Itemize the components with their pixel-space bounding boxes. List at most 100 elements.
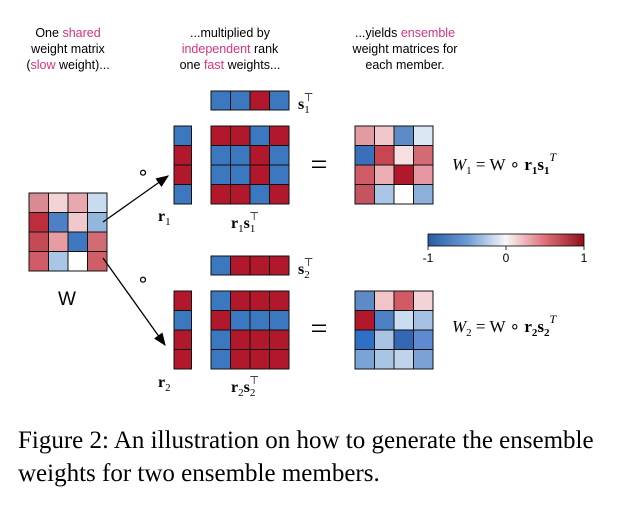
matrix-r2s2-cell (249, 310, 270, 331)
matrix-w1-cell (413, 145, 434, 166)
matrix-w-cell (67, 192, 88, 213)
matrix-w1-cell (413, 164, 434, 185)
matrix-r1s1-cell (230, 164, 251, 185)
matrix-w2-cell (354, 310, 375, 331)
matrix-w2-cell (354, 349, 375, 370)
header-line: (slow weight)... (8, 57, 128, 73)
header-line: ...yields ensemble (340, 25, 470, 41)
matrix-w-cell (67, 251, 88, 272)
matrix-r1s1-cell (210, 184, 231, 205)
matrix-r2s2-cell (210, 329, 231, 350)
header-column-2: ...multiplied by independent rank one fast… (160, 25, 300, 73)
colorbar-tick-label-mid: 0 (503, 251, 510, 265)
matrix-r2s2-cell (210, 290, 231, 311)
matrix-w-cell (28, 212, 49, 233)
vector-s1 (210, 90, 290, 111)
header-text: one (179, 58, 204, 72)
figure-diagram: W ∘ ∘ = = r1 r2 s1⊤ s2⊤ r1s1⊤ r2s2⊤ W1 =… (28, 90, 588, 399)
vector-r1-cell (173, 125, 192, 146)
matrix-r2s2-cell (269, 329, 290, 350)
matrix-w1-cell (354, 125, 375, 146)
header-line: ...multiplied by (160, 25, 300, 41)
matrix-w-cell (67, 231, 88, 252)
matrix-r1s1-cell (249, 184, 270, 205)
header-line: weight matrix (8, 41, 128, 57)
matrix-r2s2-cell (230, 310, 251, 331)
matrix-w-cell (48, 192, 69, 213)
vector-r1-cell (173, 184, 192, 205)
matrix-w1-cell (374, 164, 395, 185)
vector-s1-cell (210, 90, 231, 111)
r2-label: r2 (158, 374, 171, 394)
equation-w1: W1 = W ∘ r1s1T (452, 150, 558, 177)
vector-r2-cell (173, 310, 192, 331)
r2s2-label: r2s2⊤ (231, 375, 259, 399)
matrix-r2s2-cell (230, 349, 251, 370)
header-line: One shared (8, 25, 128, 41)
matrix-r2s2-cell (249, 349, 270, 370)
matrix-w1-cell (354, 184, 375, 205)
matrix-w1-cell (374, 184, 395, 205)
matrix-r2s2-cell (269, 349, 290, 370)
colorbar-gradient (427, 233, 585, 247)
matrix-r1s1-cell (269, 184, 290, 205)
matrix-r2s2-cell (210, 349, 231, 370)
matrix-w-cell (87, 231, 108, 252)
header-line: weight matrices for (340, 41, 470, 57)
header-column-1: One shared weight matrix (slow weight)... (8, 25, 128, 73)
matrix-w-cell (48, 251, 69, 272)
matrix-w1-cell (354, 145, 375, 166)
matrix-w-cell (28, 251, 49, 272)
matrix-w2-cell (413, 290, 434, 311)
matrix-w2-cell (393, 310, 414, 331)
r1-label: r1 (158, 208, 171, 228)
matrix-w2-cell (374, 349, 395, 370)
header-text: weights... (224, 58, 281, 72)
header-text: weight)... (55, 58, 110, 72)
matrix-r1s1-cell (230, 125, 251, 146)
matrix-w1-cell (413, 125, 434, 146)
matrix-r2s2-cell (210, 310, 231, 331)
header-column-3: ...yields ensemble weight matrices for eac… (340, 25, 470, 73)
arrow-to-member-2 (102, 257, 166, 347)
s1-label: s1⊤ (298, 92, 313, 116)
matrix-w2-cell (413, 310, 434, 331)
matrix-r1s1-cell (210, 164, 231, 185)
matrix-r2s2-cell (269, 310, 290, 331)
highlight-word: shared (62, 26, 101, 40)
matrix-r1s1-cell (269, 145, 290, 166)
matrix-w-cell (48, 212, 69, 233)
matrix-r1s1-cell (249, 164, 270, 185)
matrix-r1s1-cell (230, 145, 251, 166)
matrix-w1 (354, 125, 434, 205)
matrix-r2s2-cell (230, 290, 251, 311)
matrix-w-cell (48, 231, 69, 252)
vector-s2-cell (249, 255, 270, 276)
matrix-r1s1-cell (269, 164, 290, 185)
matrix-r2s2 (210, 290, 290, 370)
vector-s1-cell (230, 90, 251, 111)
vector-s1-cell (249, 90, 270, 111)
matrix-w (28, 192, 108, 272)
figure-caption: Figure 2: An illustration on how to gene… (18, 427, 594, 487)
matrix-w2-cell (354, 290, 375, 311)
header-line: one fast weights... (160, 57, 300, 73)
matrix-w1-cell (393, 164, 414, 185)
vector-s2 (210, 255, 290, 276)
matrix-r1s1-cell (249, 145, 270, 166)
matrix-w2-cell (413, 329, 434, 350)
vector-r1-cell (173, 145, 192, 166)
colorbar-tick-label-min: -1 (423, 251, 434, 265)
vector-r2-cell (173, 349, 192, 370)
matrix-w2-cell (413, 349, 434, 370)
arrow-to-member-1 (102, 175, 170, 223)
vector-s1-cell (269, 90, 290, 111)
hadamard-symbol-1: ∘ (137, 160, 150, 184)
matrix-w2 (354, 290, 434, 370)
header-text: ...yields (354, 26, 401, 40)
matrix-w1-cell (374, 145, 395, 166)
highlight-word: ensemble (400, 26, 456, 40)
vector-r1-cell (173, 164, 192, 185)
header-text: rank (250, 42, 279, 56)
highlight-word: slow (30, 58, 56, 72)
